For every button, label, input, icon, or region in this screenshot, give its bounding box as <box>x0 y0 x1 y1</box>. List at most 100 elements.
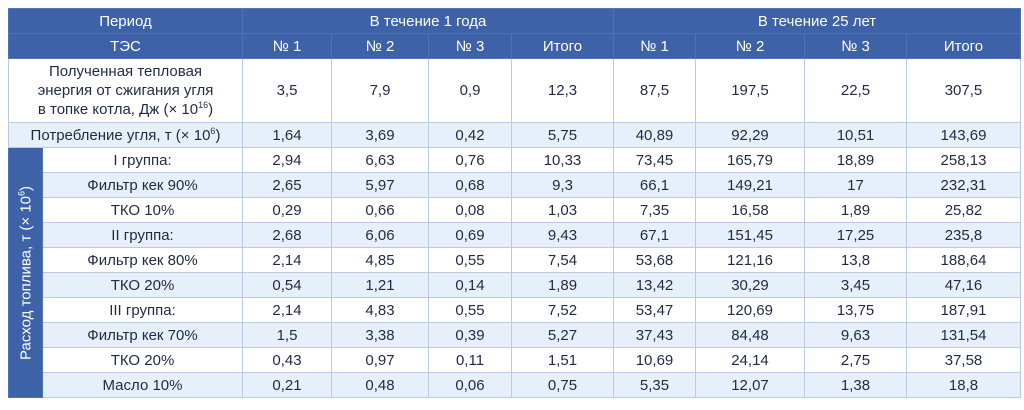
table-cell: 16,58 <box>695 197 805 223</box>
table-cell: 12,3 <box>511 58 614 123</box>
header-row-tes: ТЭС № 1 № 2 № 3 Итого № 1 № 2 № 3 Итого <box>8 33 1021 59</box>
table-cell: 1,03 <box>511 197 614 223</box>
tes-header: ТЭС <box>8 33 243 59</box>
table-cell: 0,9 <box>428 58 512 123</box>
col-header: № 1 <box>613 33 696 59</box>
table-cell: 0,68 <box>428 172 512 198</box>
table-cell: 30,29 <box>695 272 805 298</box>
table-cell: 0,42 <box>428 122 512 148</box>
row-label: ТКО 10% <box>42 197 243 223</box>
table-row: II группа: 2,68 6,06 0,69 9,43 67,1 151,… <box>9 222 1021 248</box>
row-label: Фильтр кек 80% <box>42 247 243 273</box>
row-label: Фильтр кек 90% <box>42 172 243 198</box>
table-row: ТКО 20% 0,43 0,97 0,11 1,51 10,69 24,14 … <box>9 347 1021 373</box>
table-cell: 92,29 <box>695 122 805 148</box>
table-cell: 3,69 <box>331 122 429 148</box>
col-header: № 3 <box>428 33 512 59</box>
table-cell: 143,69 <box>906 122 1021 148</box>
table-cell: 1,89 <box>511 272 614 298</box>
row-label: III группа: <box>42 297 243 323</box>
table-row-coal-consumption: Потребление угля, т (× 106) 1,64 3,69 0,… <box>8 122 1021 148</box>
table-cell: 13,42 <box>613 272 696 298</box>
table-cell: 9,3 <box>511 172 614 198</box>
table-row: ТКО 10% 0,29 0,66 0,08 1,03 7,35 16,58 1… <box>9 197 1021 223</box>
table-cell: 7,9 <box>331 58 429 123</box>
header-row-period: Период В течение 1 года В течение 25 лет <box>8 8 1021 34</box>
table-cell: 197,5 <box>695 58 805 123</box>
table-cell: 0,21 <box>242 372 332 398</box>
row-label-heat-energy: Полученная тепловая энергия от сжигания … <box>8 58 243 123</box>
table-cell: 1,38 <box>804 372 907 398</box>
table-cell: 0,54 <box>242 272 332 298</box>
table-cell: 37,58 <box>906 347 1021 373</box>
row-label: Масло 10% <box>42 372 243 398</box>
table-cell: 13,75 <box>804 297 907 323</box>
table-cell: 149,21 <box>695 172 805 198</box>
table-cell: 2,75 <box>804 347 907 373</box>
data-table-container: Период В течение 1 года В течение 25 лет… <box>8 8 1021 398</box>
table-cell: 25,82 <box>906 197 1021 223</box>
col-header: № 2 <box>695 33 805 59</box>
table-cell: 37,43 <box>613 322 696 348</box>
side-label-fuel-consumption: Расход топлива, т (× 106) <box>8 147 43 398</box>
table-cell: 9,63 <box>804 322 907 348</box>
table-cell: 24,14 <box>695 347 805 373</box>
table-cell: 3,5 <box>242 58 332 123</box>
table-cell: 18,89 <box>804 147 907 173</box>
table-cell: 165,79 <box>695 147 805 173</box>
table-cell: 10,33 <box>511 147 614 173</box>
col-header: Итого <box>906 33 1021 59</box>
table-cell: 4,83 <box>331 297 429 323</box>
table-cell: 5,75 <box>511 122 614 148</box>
table-cell: 0,08 <box>428 197 512 223</box>
table-cell: 0,69 <box>428 222 512 248</box>
table-row: Фильтр кек 70% 1,5 3,38 0,39 5,27 37,43 … <box>9 322 1021 348</box>
table-cell: 0,11 <box>428 347 512 373</box>
table-cell: 0,55 <box>428 297 512 323</box>
table-cell: 4,85 <box>331 247 429 273</box>
table-row: Расход топлива, т (× 106) I группа: 2,94… <box>8 147 1021 398</box>
table-cell: 87,5 <box>613 58 696 123</box>
table-cell: 10,51 <box>804 122 907 148</box>
table-cell: 1,64 <box>242 122 332 148</box>
table-cell: 188,64 <box>906 247 1021 273</box>
table-cell: 0,29 <box>242 197 332 223</box>
table-cell: 121,16 <box>695 247 805 273</box>
table-cell: 18,8 <box>906 372 1021 398</box>
table-cell: 120,69 <box>695 297 805 323</box>
table-cell: 2,65 <box>242 172 332 198</box>
table-cell: 0,14 <box>428 272 512 298</box>
table-cell: 22,5 <box>804 58 907 123</box>
row-label: II группа: <box>42 222 243 248</box>
table-cell: 2,14 <box>242 297 332 323</box>
row-label: ТКО 20% <box>42 347 243 373</box>
fuel-consumption-table: Период В течение 1 года В течение 25 лет… <box>8 8 1021 398</box>
period-25-years-header: В течение 25 лет <box>613 8 1021 34</box>
table-cell: 7,35 <box>613 197 696 223</box>
col-header: № 1 <box>242 33 332 59</box>
table-cell: 0,76 <box>428 147 512 173</box>
table-cell: 53,47 <box>613 297 696 323</box>
table-cell: 17,25 <box>804 222 907 248</box>
table-cell: 0,06 <box>428 372 512 398</box>
table-cell: 67,1 <box>613 222 696 248</box>
table-row: Масло 10% 0,21 0,48 0,06 0,75 5,35 12,07… <box>9 372 1021 398</box>
table-cell: 7,54 <box>511 247 614 273</box>
table-cell: 187,91 <box>906 297 1021 323</box>
table-cell: 2,94 <box>242 147 332 173</box>
table-cell: 73,45 <box>613 147 696 173</box>
col-header: № 3 <box>804 33 907 59</box>
row-label-coal-consumption: Потребление угля, т (× 106) <box>8 122 243 148</box>
table-cell: 5,35 <box>613 372 696 398</box>
table-row: ТКО 20% 0,54 1,21 0,14 1,89 13,42 30,29 … <box>9 272 1021 298</box>
table-cell: 0,48 <box>331 372 429 398</box>
table-cell: 151,45 <box>695 222 805 248</box>
table-cell: 0,66 <box>331 197 429 223</box>
table-cell: 3,45 <box>804 272 907 298</box>
period-1-year-header: В течение 1 года <box>242 8 614 34</box>
table-cell: 13,8 <box>804 247 907 273</box>
table-row: Фильтр кек 80% 2,14 4,85 0,55 7,54 53,68… <box>9 247 1021 273</box>
table-cell: 131,54 <box>906 322 1021 348</box>
table-cell: 0,97 <box>331 347 429 373</box>
table-cell: 17 <box>804 172 907 198</box>
